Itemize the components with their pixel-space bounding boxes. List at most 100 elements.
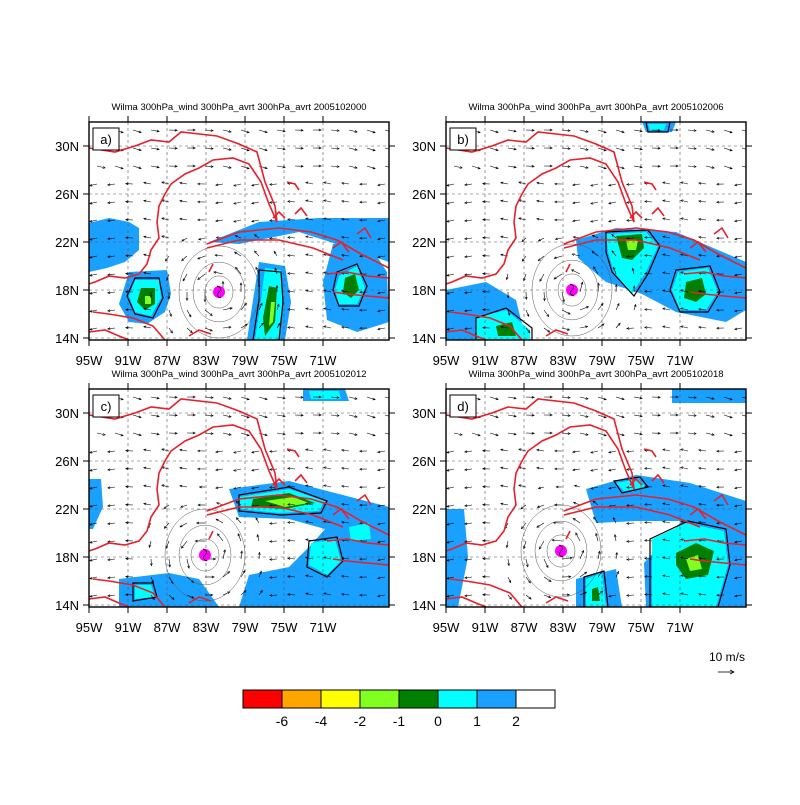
wind-arrowhead (748, 416, 750, 418)
coastline (207, 240, 343, 260)
panel-label: b) (457, 132, 469, 147)
lon-tick-label: 83W (550, 620, 577, 635)
lon-tick-label: 95W (76, 353, 103, 368)
lon-tick-label: 87W (154, 353, 181, 368)
wind-arrow (236, 267, 241, 274)
colorbar-swatch (516, 690, 555, 708)
map-area (446, 122, 750, 340)
coastline (287, 449, 299, 457)
coastline (89, 330, 129, 340)
lat-tick-label: 30N (55, 406, 79, 421)
lat-tick-label: 14N (412, 598, 436, 613)
colorbar-swatch (321, 690, 360, 708)
coastline (630, 212, 642, 218)
lon-tick-label: 83W (193, 620, 220, 635)
wind-arrow (544, 310, 549, 317)
lon-tick-label: 87W (511, 620, 538, 635)
wind-arrowhead (391, 434, 393, 436)
lon-tick-label: 75W (271, 353, 298, 368)
coastline (295, 208, 307, 216)
lat-tick-label: 22N (55, 235, 79, 250)
lon-tick-label: 83W (550, 353, 577, 368)
wind-arrow (181, 541, 187, 548)
shaded-region (89, 218, 139, 272)
lon-tick-label: 75W (628, 353, 655, 368)
lon-tick-label: 91W (472, 620, 499, 635)
wind-arrowhead (391, 398, 393, 400)
panel-title: Wilma 300hPa_wind 300hPa_avrt 300hPa_avr… (111, 102, 366, 113)
wind-arrow (576, 533, 580, 541)
lat-tick-label: 18N (55, 550, 79, 565)
coastline (566, 264, 570, 272)
wind-arrowhead (748, 149, 750, 151)
lon-tick-label: 87W (511, 353, 538, 368)
lon-tick-label: 95W (433, 353, 460, 368)
colorbar-swatch (243, 690, 282, 708)
lat-tick-label: 14N (55, 331, 79, 346)
lon-tick-label: 95W (433, 620, 460, 635)
wind-arrowhead (748, 131, 750, 133)
wind-arrowhead (748, 398, 750, 400)
wind-arrowhead (391, 416, 393, 418)
panel-label: c) (101, 399, 112, 414)
vorticity-shading (446, 122, 746, 340)
coastline (652, 208, 664, 216)
colorbar-label: -2 (354, 713, 367, 729)
lon-tick-label: 71W (310, 353, 337, 368)
shaded-region (145, 296, 151, 304)
colorbar-swatch (438, 690, 477, 708)
lat-tick-label: 30N (412, 139, 436, 154)
lat-tick-label: 22N (55, 502, 79, 517)
panel-title: Wilma 300hPa_wind 300hPa_avrt 300hPa_avr… (111, 369, 366, 380)
shaded-region (309, 391, 341, 399)
wind-arrow (539, 541, 544, 549)
lat-tick-label: 30N (55, 139, 79, 154)
lat-tick-label: 26N (412, 187, 436, 202)
lon-tick-label: 71W (310, 620, 337, 635)
coastline (209, 531, 213, 539)
colorbar-label: -1 (393, 713, 406, 729)
lat-tick-label: 26N (412, 454, 436, 469)
lon-tick-label: 79W (232, 620, 259, 635)
lon-tick-label: 91W (115, 353, 142, 368)
panel-label: d) (457, 399, 469, 414)
coastline (295, 475, 307, 483)
lat-tick-label: 22N (412, 235, 436, 250)
lon-tick-label: 79W (589, 353, 616, 368)
lon-tick-label: 71W (667, 353, 694, 368)
lon-tick-label: 79W (232, 353, 259, 368)
lon-tick-label: 83W (193, 353, 220, 368)
colorbar-label: 0 (434, 713, 442, 729)
map-area (89, 389, 393, 607)
colorbar-label: -6 (276, 713, 289, 729)
lon-tick-label: 91W (115, 620, 142, 635)
lon-tick-label: 91W (472, 353, 499, 368)
map-area (446, 389, 750, 607)
map-area (89, 122, 393, 340)
coastline (714, 228, 728, 238)
wind-arrow (554, 274, 562, 279)
coastline (446, 399, 634, 551)
shaded-region (89, 479, 103, 529)
coastline (89, 399, 277, 551)
lat-tick-label: 30N (412, 406, 436, 421)
colorbar-label: -4 (315, 713, 328, 729)
wind-arrowhead (391, 131, 393, 133)
reference-vector: 10 m/s (709, 650, 745, 674)
lat-tick-label: 22N (412, 502, 436, 517)
coastline (209, 264, 213, 272)
lon-tick-label: 95W (76, 620, 103, 635)
reference-vector-label: 10 m/s (709, 650, 745, 664)
lat-tick-label: 14N (55, 598, 79, 613)
coastline (273, 212, 285, 218)
wind-arrowhead (748, 167, 750, 169)
colorbar-swatch (477, 690, 516, 708)
lat-tick-label: 18N (412, 550, 436, 565)
lat-tick-label: 18N (412, 283, 436, 298)
colorbar-label: 2 (512, 713, 520, 729)
